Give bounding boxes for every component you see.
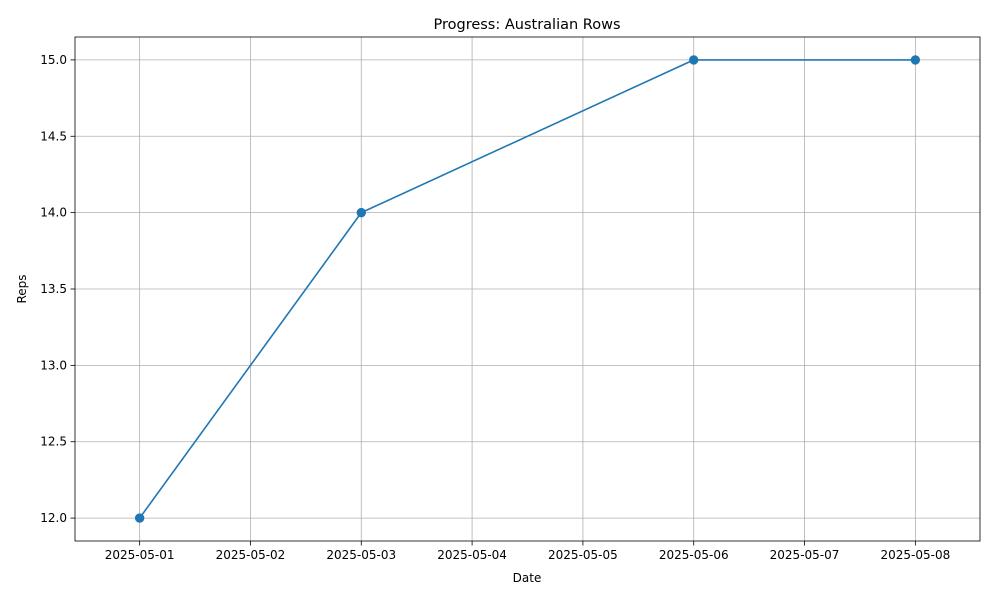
x-tick-label: 2025-05-07 — [770, 548, 840, 562]
x-tick-label: 2025-05-03 — [326, 548, 396, 562]
plot-frame — [74, 36, 981, 542]
data-point — [356, 207, 366, 218]
y-tick-label: 13.0 — [40, 358, 67, 372]
data-point — [134, 513, 145, 523]
x-axis-label: Date — [513, 571, 542, 585]
x-tick-label: 2025-05-02 — [216, 548, 286, 562]
tick-labels: 2025-05-01 2025-05-02 2025-05-03 2025-05-04… — [40, 53, 950, 562]
y-tick-label: 12.5 — [40, 435, 67, 449]
x-tick-label: 2025-05-01 — [105, 548, 175, 562]
y-axis-label: Reps — [15, 274, 29, 303]
x-tick-label: 2025-05-06 — [659, 548, 729, 562]
x-tick-label: 2025-05-08 — [880, 548, 950, 562]
y-tick-label: 14.5 — [40, 129, 67, 143]
series — [134, 55, 921, 523]
y-tick-label: 14.0 — [40, 206, 67, 220]
data-point — [910, 55, 921, 65]
x-tick-label: 2025-05-05 — [548, 548, 618, 562]
y-tick-label: 13.5 — [40, 282, 67, 296]
data-point — [689, 55, 699, 65]
series-line — [138, 59, 916, 519]
chart-title: Progress: Australian Rows — [433, 17, 620, 33]
axes — [70, 36, 981, 546]
y-tick-label: 12.0 — [40, 511, 67, 525]
x-tick-label: 2025-05-04 — [437, 548, 507, 562]
y-tick-label: 15.0 — [40, 53, 67, 67]
